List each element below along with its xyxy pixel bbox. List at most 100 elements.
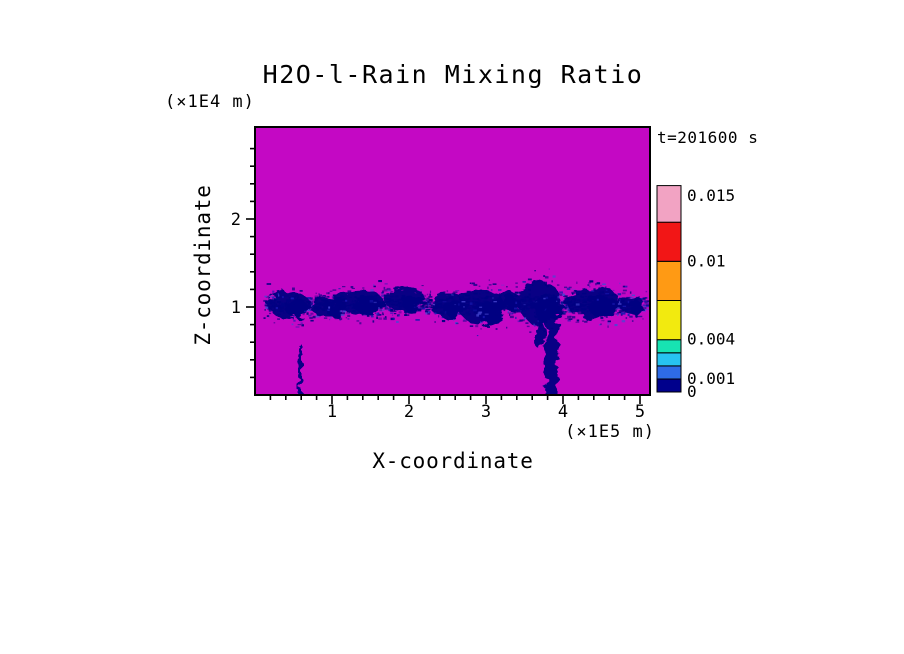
rain-speckle [597, 292, 602, 295]
rain-speckle [361, 313, 364, 316]
rain-speckle [366, 314, 370, 317]
rain-speckle [526, 325, 530, 328]
rain-speckle [426, 308, 430, 311]
rain-speckle [631, 320, 634, 322]
rain-speckle [402, 298, 404, 301]
rain-speckle [332, 289, 337, 291]
rain-speckle [315, 292, 317, 295]
rain-speckle [618, 310, 622, 312]
rain-speckle [332, 294, 336, 296]
rain-speckle [642, 307, 645, 310]
rain-speckle [381, 294, 385, 297]
rain-speckle [568, 318, 573, 320]
rain-speckle [605, 311, 608, 314]
rain-speckle [466, 313, 470, 316]
rain-speckle [565, 301, 568, 304]
rain-speckle [602, 291, 604, 294]
rain-speckle [588, 285, 591, 288]
rain-speckle [523, 307, 525, 310]
colorbar-segment [656, 185, 682, 223]
rain-blob [629, 300, 643, 315]
rain-speckle [370, 315, 374, 318]
rain-speckle [514, 307, 518, 310]
rain-speckle [264, 303, 267, 305]
rain-speckle [506, 326, 508, 329]
rain-speckle [607, 320, 611, 323]
rain-speckle [322, 295, 326, 297]
rain-speckle [572, 312, 576, 315]
rain-speckle [562, 308, 564, 310]
rain-speckle [617, 303, 622, 305]
rain-speckle [393, 313, 397, 315]
rain-speckle [453, 301, 455, 303]
rain-speckle [351, 287, 355, 289]
colorbar-segment [656, 365, 682, 380]
rain-speckle [596, 298, 599, 301]
rain-speckle [386, 301, 390, 303]
rain-speckle [564, 307, 567, 310]
rain-speckle [605, 286, 607, 289]
rain-speckle [493, 301, 497, 303]
y-axis-unit-label: (×1E4 m) [165, 92, 255, 112]
rain-speckle [590, 310, 594, 312]
rain-speckle [339, 317, 343, 321]
rain-speckle [597, 299, 602, 302]
rain-speckle [304, 310, 307, 313]
rain-speckle [488, 284, 492, 286]
rain-speckle [272, 290, 275, 293]
rain-speckle [642, 304, 646, 307]
rain-speckle [273, 322, 276, 324]
rain-speckle [487, 286, 489, 290]
rain-speckle [308, 308, 314, 311]
rain-speckle [560, 302, 563, 305]
rain-speckle [622, 285, 625, 288]
rain-speckle [383, 286, 386, 290]
rain-speckle [398, 315, 401, 317]
rain-speckle [564, 311, 568, 313]
rain-speckle [318, 303, 323, 306]
rain-speckle [637, 315, 643, 318]
rain-speckle [534, 324, 536, 327]
rain-speckle [404, 310, 407, 314]
rain-speckle [347, 307, 350, 310]
rain-speckle [522, 319, 525, 322]
rain-speckle [384, 307, 386, 310]
rain-speckle [300, 322, 303, 324]
rain-speckle [503, 303, 507, 305]
rain-speckle [515, 310, 518, 313]
rain-speckle [427, 305, 430, 307]
rain-speckle [500, 316, 503, 319]
rain-speckle [384, 316, 387, 318]
rain-speckle [645, 303, 650, 306]
rain-speckle [422, 307, 424, 309]
x-tick-label: 3 [481, 402, 491, 422]
rain-speckle [396, 314, 400, 317]
rain-speckle [597, 309, 600, 311]
rain-speckle [525, 322, 529, 324]
rain-speckle [571, 288, 576, 290]
rain-speckle [329, 318, 331, 321]
rain-speckle [312, 315, 316, 319]
rain-speckle [455, 290, 460, 292]
rain-speckle [466, 290, 471, 293]
rain-speckle [375, 294, 380, 297]
rain-speckle [600, 323, 602, 326]
rain-speckle [385, 308, 389, 311]
rain-speckle [492, 299, 495, 302]
rain-speckle [376, 316, 378, 319]
rain-speckle [473, 309, 477, 312]
colorbar-segment [656, 352, 682, 367]
rain-speckle [498, 289, 502, 292]
rain-speckle [309, 301, 313, 304]
rain-speckle [512, 312, 516, 314]
rain-speckle [388, 289, 392, 291]
rain-speckle [446, 293, 450, 295]
rain-speckle [292, 317, 294, 320]
rain-speckle [416, 308, 422, 311]
rain-speckle [584, 320, 588, 323]
rain-speckle [409, 309, 413, 312]
chart-title: H2O-l-Rain Mixing Ratio [263, 60, 644, 89]
rain-speckle [362, 287, 365, 290]
rain-speckle [561, 310, 565, 313]
rain-speckle [339, 305, 342, 308]
